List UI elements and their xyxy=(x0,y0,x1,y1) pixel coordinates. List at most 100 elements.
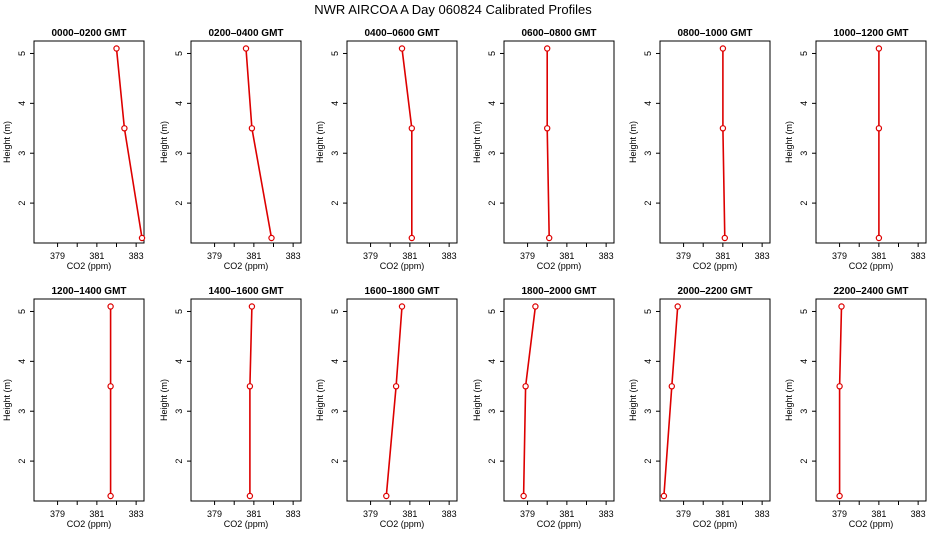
y-tick-label: 4 xyxy=(799,359,809,364)
profile-point xyxy=(668,383,676,390)
y-tick-label: 2 xyxy=(174,459,184,464)
y-tick-label: 3 xyxy=(174,151,184,156)
profile-point xyxy=(408,125,415,132)
plot-frame xyxy=(815,298,927,502)
y-tick-label: 3 xyxy=(487,151,497,156)
y-tick-label: 4 xyxy=(643,101,653,106)
panel-2: 0200–0400 GMT 379 381 383 CO2 (ppm) 2 3 4 5 Heigh… xyxy=(159,28,302,271)
profile-point xyxy=(544,125,551,132)
x-tick-label: 383 xyxy=(129,251,144,261)
profile-line xyxy=(722,48,726,239)
profile-point xyxy=(719,125,727,132)
x-tick-label: 381 xyxy=(871,251,886,261)
panel-1: 0000–0200 GMT 379 381 383 CO2 (ppm) 2 3 4 5 Heigh… xyxy=(2,28,146,271)
y-axis-label: Height (m) xyxy=(159,379,169,421)
x-tick-label: 379 xyxy=(50,251,65,261)
x-axis-label: CO2 (ppm) xyxy=(537,261,582,271)
x-axis-label: CO2 (ppm) xyxy=(380,519,425,529)
y-axis-label: Height (m) xyxy=(315,121,325,163)
plot-frame xyxy=(33,298,145,502)
panel-title: 1800–2000 GMT xyxy=(521,286,596,297)
x-tick-label: 383 xyxy=(911,509,926,519)
y-tick-label: 2 xyxy=(799,201,809,206)
x-tick-label: 383 xyxy=(442,509,457,519)
y-axis-label: Height (m) xyxy=(472,121,482,163)
y-tick-label: 4 xyxy=(643,359,653,364)
y-axis-label: Height (m) xyxy=(628,121,638,163)
panel-title: 0200–0400 GMT xyxy=(208,28,283,39)
profile-point xyxy=(242,45,250,52)
y-tick-label: 2 xyxy=(487,201,497,206)
plot-frame xyxy=(190,40,302,244)
profile-point xyxy=(532,303,539,310)
profile-point xyxy=(113,45,120,52)
y-tick-label: 4 xyxy=(330,101,340,106)
y-tick-label: 5 xyxy=(330,51,340,56)
profile-point xyxy=(383,492,390,500)
plot-frame xyxy=(190,298,302,502)
y-tick-label: 2 xyxy=(174,201,184,206)
profile-line xyxy=(522,306,537,497)
y-tick-label: 4 xyxy=(174,101,184,106)
x-tick-label: 381 xyxy=(559,509,574,519)
y-tick-label: 5 xyxy=(17,51,27,56)
y-axis-label: Height (m) xyxy=(315,379,325,421)
profile-point xyxy=(875,125,883,132)
y-tick-label: 5 xyxy=(487,309,497,314)
x-tick-label: 379 xyxy=(832,251,847,261)
profile-line xyxy=(385,306,403,497)
y-tick-label: 3 xyxy=(799,409,809,414)
profile-point xyxy=(520,492,527,500)
x-tick-label: 379 xyxy=(363,509,378,519)
profile-point xyxy=(408,234,415,242)
x-axis-label: CO2 (ppm) xyxy=(67,519,112,529)
y-tick-label: 3 xyxy=(643,409,653,414)
plot-frame xyxy=(346,298,458,502)
plot-frame xyxy=(815,40,927,244)
y-tick-label: 2 xyxy=(487,459,497,464)
y-tick-label: 4 xyxy=(799,101,809,106)
y-tick-label: 4 xyxy=(17,359,27,364)
profile-line xyxy=(838,306,843,496)
y-axis-label: Height (m) xyxy=(784,379,794,421)
y-tick-label: 5 xyxy=(174,309,184,314)
y-tick-label: 4 xyxy=(17,101,27,106)
profile-point xyxy=(660,492,668,500)
plot-frame xyxy=(503,40,615,244)
panel-title: 2200–2400 GMT xyxy=(833,286,908,297)
panel-title: 1600–1800 GMT xyxy=(364,286,439,297)
x-tick-label: 383 xyxy=(755,251,770,261)
x-axis-label: CO2 (ppm) xyxy=(224,519,269,529)
x-tick-label: 381 xyxy=(89,251,104,261)
x-tick-label: 383 xyxy=(599,251,614,261)
x-tick-label: 381 xyxy=(402,251,417,261)
y-tick-label: 5 xyxy=(799,309,809,314)
y-tick-label: 3 xyxy=(330,409,340,414)
plot-frame xyxy=(503,298,615,502)
x-tick-label: 379 xyxy=(207,509,222,519)
y-tick-label: 3 xyxy=(17,151,27,156)
panels-grid: 0000–0200 GMT 379 381 383 CO2 (ppm) 2 3 4 5 Heigh… xyxy=(2,28,927,529)
panel-7: 1200–1400 GMT 379 381 383 CO2 (ppm) 2 3 4 5 Heigh… xyxy=(2,286,145,529)
profile-line xyxy=(546,48,550,239)
panel-3: 0400–0600 GMT 379 381 383 CO2 (ppm) 2 3 4 5 Heigh… xyxy=(315,28,458,271)
y-tick-label: 5 xyxy=(174,51,184,56)
profile-line xyxy=(663,306,679,497)
x-tick-label: 383 xyxy=(286,251,301,261)
profile-line xyxy=(401,48,413,238)
x-axis-label: CO2 (ppm) xyxy=(693,261,738,271)
profile-point xyxy=(674,303,681,310)
y-tick-label: 2 xyxy=(17,459,27,464)
y-axis-label: Height (m) xyxy=(472,379,482,421)
x-axis-label: CO2 (ppm) xyxy=(224,261,269,271)
panel-8: 1400–1600 GMT 379 381 383 CO2 (ppm) 2 3 4 5 Heigh… xyxy=(159,286,302,529)
profile-point xyxy=(544,45,551,52)
x-tick-label: 381 xyxy=(89,509,104,519)
profile-point xyxy=(398,303,406,310)
y-tick-label: 3 xyxy=(643,151,653,156)
panel-title: 0800–1000 GMT xyxy=(677,28,752,39)
profile-point xyxy=(107,303,114,310)
figure-title: NWR AIRCOA A Day 060824 Calibrated Profi… xyxy=(314,2,592,17)
y-axis-label: Height (m) xyxy=(628,379,638,421)
